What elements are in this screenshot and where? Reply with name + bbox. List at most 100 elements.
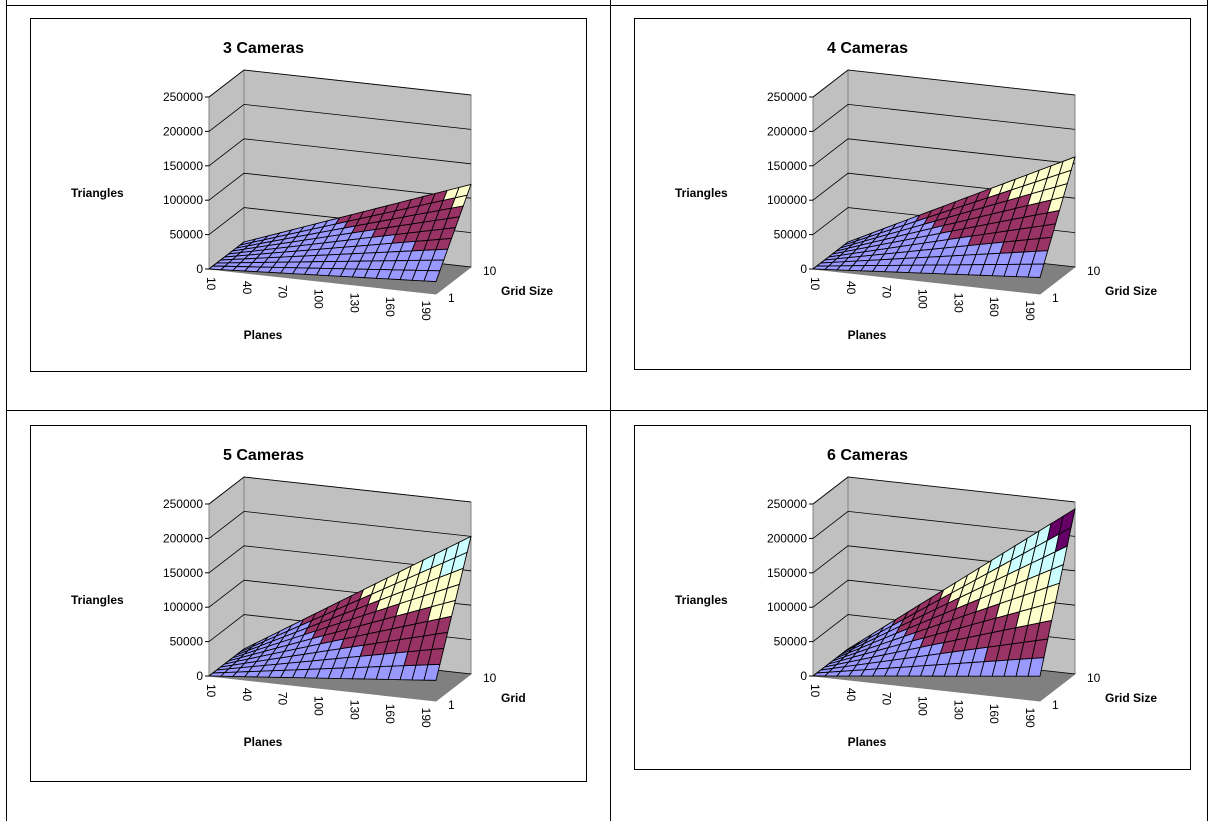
x-tick-label: 100 (312, 289, 326, 309)
y-axis-label: Grid Size (1105, 284, 1157, 298)
x-tick-label: 100 (916, 696, 930, 716)
x-tick-label: 40 (240, 281, 254, 295)
y-tick-label: 10 (1087, 264, 1101, 278)
z-tick-label: 0 (196, 262, 203, 276)
x-tick-label: 70 (276, 285, 290, 299)
z-tick-label: 0 (800, 262, 807, 276)
y-tick-label: 10 (483, 264, 497, 278)
gridline (812, 476, 1076, 505)
x-tick-label: 70 (276, 692, 290, 706)
y-tick-label: 1 (448, 698, 455, 712)
gridline (812, 510, 1076, 539)
z-tick-label: 250000 (163, 90, 203, 104)
table-row-divider (6, 410, 1208, 411)
gridline (812, 138, 1076, 167)
x-tick-label: 10 (808, 277, 822, 291)
x-tick-label: 70 (880, 285, 894, 299)
z-tick-label: 50000 (170, 228, 204, 242)
y-tick-label: 1 (448, 291, 455, 305)
chart-title: 4 Cameras (827, 40, 908, 57)
x-tick-label: 190 (1023, 301, 1037, 321)
table-border-top (6, 5, 1208, 6)
x-tick-label: 130 (951, 293, 965, 313)
x-tick-label: 40 (844, 688, 858, 702)
x-tick-label: 100 (312, 696, 326, 716)
gridline (208, 172, 472, 201)
x-tick-label: 190 (419, 708, 433, 728)
z-tick-label: 150000 (163, 566, 203, 580)
side-wall (812, 68, 849, 271)
z-tick-label: 50000 (774, 635, 808, 649)
surface-chart-svg: 6 Cameras 0 50000 100000 150000 200000 250000 T… (675, 447, 1157, 749)
gridline (208, 476, 472, 505)
z-axis-label: Triangles (675, 593, 728, 607)
surface-chart-svg: 5 Cameras 0 50000 100000 150000 200000 250000 T… (71, 447, 526, 749)
x-tick-label: 40 (240, 688, 254, 702)
x-axis-label: Planes (244, 328, 283, 342)
y-tick-label: 10 (1087, 671, 1101, 685)
x-tick-label: 160 (987, 704, 1001, 724)
x-axis-label: Planes (848, 735, 887, 749)
x-tick-label: 190 (419, 301, 433, 321)
z-tick-label: 250000 (163, 497, 203, 511)
z-tick-label: 100000 (163, 193, 203, 207)
z-tick-label: 100000 (163, 600, 203, 614)
x-tick-label: 10 (808, 684, 822, 698)
chart-6-cameras: 6 Cameras 0 50000 100000 150000 200000 250000 T… (634, 425, 1191, 770)
z-tick-label: 0 (196, 669, 203, 683)
x-tick-label: 130 (347, 700, 361, 720)
gridline (208, 545, 472, 574)
x-axis-label: Planes (244, 735, 283, 749)
gridline (812, 103, 1076, 132)
gridline (208, 510, 472, 539)
y-axis-label: Grid Size (1105, 691, 1157, 705)
x-tick-label: 160 (987, 297, 1001, 317)
z-tick-label: 100000 (767, 193, 807, 207)
z-axis-label: Triangles (71, 593, 124, 607)
y-axis-label: Grid (501, 691, 526, 705)
z-tick-label: 100000 (767, 600, 807, 614)
gridline (208, 138, 472, 167)
x-tick-label: 10 (204, 277, 218, 291)
x-tick-label: 10 (204, 684, 218, 698)
z-tick-label: 150000 (767, 159, 807, 173)
x-axis-label: Planes (848, 328, 887, 342)
surface-chart-svg: 4 Cameras 0 50000 100000 150000 200000 250000 T… (675, 40, 1157, 342)
x-tick-label: 190 (1023, 708, 1037, 728)
z-tick-label: 200000 (163, 124, 203, 138)
z-tick-label: 200000 (163, 531, 203, 545)
y-tick-label: 10 (483, 671, 497, 685)
x-tick-label: 130 (951, 700, 965, 720)
surface-cell (1027, 263, 1045, 278)
gridline (208, 103, 472, 132)
side-wall (208, 475, 245, 678)
x-tick-label: 160 (383, 704, 397, 724)
x-tick-label: 160 (383, 297, 397, 317)
surface-cell (423, 663, 441, 681)
z-axis-label: Triangles (675, 186, 728, 200)
chart-title: 3 Cameras (223, 40, 304, 57)
z-tick-label: 50000 (170, 635, 204, 649)
z-tick-label: 150000 (767, 566, 807, 580)
chart-title: 5 Cameras (223, 447, 304, 464)
side-wall (208, 68, 245, 271)
x-tick-label: 100 (916, 289, 930, 309)
gridline (812, 69, 1076, 98)
x-tick-label: 130 (347, 293, 361, 313)
z-tick-label: 250000 (767, 90, 807, 104)
y-tick-label: 1 (1052, 698, 1059, 712)
z-tick-label: 0 (800, 669, 807, 683)
x-tick-label: 40 (844, 281, 858, 295)
chart-5-cameras: 5 Cameras 0 50000 100000 150000 200000 250000 T… (30, 425, 587, 782)
z-tick-label: 50000 (774, 228, 808, 242)
chart-3-cameras: 3 Cameras 0 50000 100000 150000 200000 250000 T… (30, 18, 587, 372)
z-tick-label: 150000 (163, 159, 203, 173)
z-axis-label: Triangles (71, 186, 124, 200)
gridline (208, 69, 472, 98)
y-axis-label: Grid Size (501, 284, 553, 298)
side-wall (812, 475, 849, 678)
surface-cell (1027, 657, 1045, 677)
table-column-divider (610, 0, 611, 821)
chart-title: 6 Cameras (827, 447, 908, 464)
surface-chart-svg: 3 Cameras 0 50000 100000 150000 200000 250000 T… (71, 40, 553, 342)
